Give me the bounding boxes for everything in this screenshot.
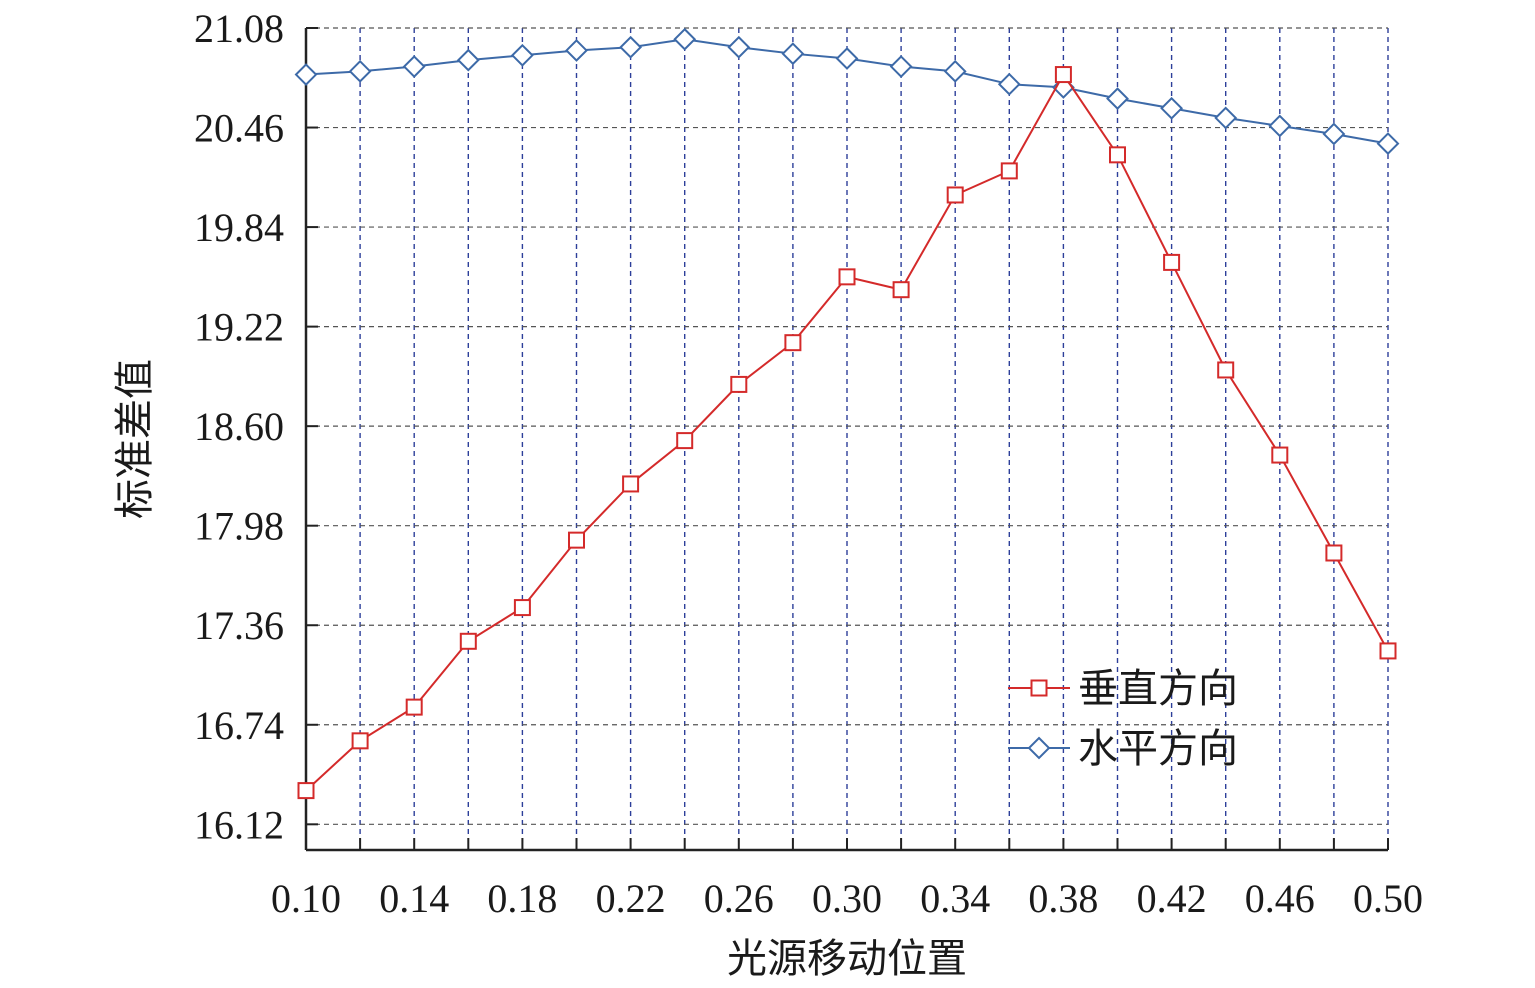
axis-ticks: 21.08 20.46 19.84 19.22 18.60 17.98 17.36 16.74… <box>194 6 1423 921</box>
data-point <box>1217 361 1235 379</box>
data-point <box>1054 66 1072 84</box>
legend-marker <box>1027 736 1051 760</box>
x-tick-label: 0.46 <box>1245 876 1315 921</box>
y-tick-label: 17.36 <box>194 603 284 648</box>
data-point <box>456 48 480 72</box>
data-point <box>784 334 802 352</box>
y-tick-label: 19.22 <box>194 305 284 350</box>
y-tick-label: 20.46 <box>194 106 284 151</box>
data-point <box>405 698 423 716</box>
data-point <box>1160 96 1184 120</box>
x-tick-label: 0.14 <box>379 876 449 921</box>
x-tick-label: 0.30 <box>812 876 882 921</box>
legend-label: 水平方向 <box>1078 726 1238 772</box>
x-tick-label: 0.26 <box>704 876 774 921</box>
data-point <box>946 186 964 204</box>
data-point <box>1268 114 1292 138</box>
data-point <box>622 475 640 493</box>
data-point <box>1000 162 1018 180</box>
data-point <box>889 55 913 78</box>
legend-marker <box>1030 679 1048 697</box>
data-point <box>348 59 372 83</box>
data-point <box>838 268 856 286</box>
series-horizontal <box>294 27 1400 156</box>
data-point <box>1214 106 1238 130</box>
data-point <box>781 42 805 66</box>
data-point <box>1271 446 1289 464</box>
data-point <box>1379 642 1397 660</box>
y-tick-label: 19.84 <box>194 205 284 250</box>
x-tick-label: 0.42 <box>1137 876 1207 921</box>
x-tick-label: 0.34 <box>920 876 990 921</box>
y-tick-label: 16.74 <box>194 703 284 748</box>
x-tick-label: 0.10 <box>271 876 341 921</box>
data-point <box>297 782 315 800</box>
data-point <box>619 35 643 59</box>
data-point <box>1376 132 1400 156</box>
data-point <box>402 55 426 78</box>
y-tick-label: 18.60 <box>194 404 284 449</box>
y-axis-title: 标准差值 <box>112 359 158 519</box>
x-tick-label: 0.18 <box>487 876 557 921</box>
y-tick-label: 16.12 <box>194 802 284 847</box>
data-point <box>1163 253 1181 271</box>
data-point <box>835 47 859 70</box>
x-tick-label: 0.38 <box>1028 876 1098 921</box>
x-tick-label: 0.50 <box>1353 876 1423 921</box>
x-tick-label: 0.22 <box>596 876 666 921</box>
legend-label: 垂直方向 <box>1078 666 1238 712</box>
y-tick-label: 21.08 <box>194 6 284 51</box>
data-point <box>294 63 318 86</box>
data-point <box>892 281 910 299</box>
data-point <box>568 531 585 549</box>
data-point <box>1109 146 1126 164</box>
x-axis-title: 光源移动位置 <box>727 936 967 982</box>
grid <box>306 27 1389 850</box>
data-point <box>1106 87 1129 111</box>
y-tick-label: 17.98 <box>194 504 284 549</box>
data-point <box>351 732 369 750</box>
data-point <box>459 632 477 650</box>
data-point <box>727 35 751 59</box>
data-point <box>730 375 748 393</box>
data-point <box>1322 122 1346 146</box>
data-point <box>513 599 531 617</box>
data-point <box>676 432 694 450</box>
series-vertical <box>297 66 1397 800</box>
legend-item: 水平方向 <box>1008 726 1238 772</box>
data-point <box>1325 544 1343 562</box>
data-point <box>943 59 967 83</box>
series <box>294 27 1400 800</box>
data-point <box>510 43 534 67</box>
data-point <box>997 72 1021 96</box>
data-point <box>565 39 588 62</box>
data-point <box>673 27 697 51</box>
legend-item: 垂直方向 <box>1008 666 1238 712</box>
